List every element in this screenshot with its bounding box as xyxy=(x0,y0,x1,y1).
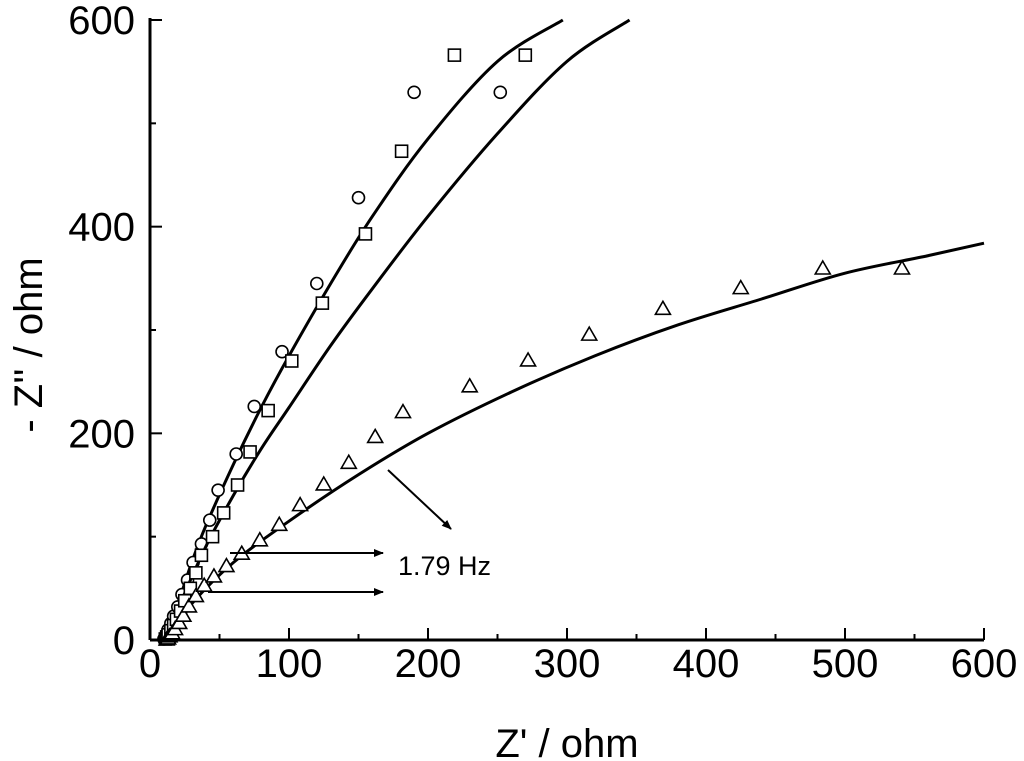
y-tick-label: 0 xyxy=(113,619,135,663)
circle-data-point xyxy=(229,447,243,461)
fit-curve-triangle xyxy=(165,241,985,641)
triangle-data-point xyxy=(519,351,537,367)
circle-data-point xyxy=(407,85,421,100)
circle-data-point xyxy=(211,483,225,497)
x-ticks: 0 100 200 300 400 500 600 xyxy=(139,628,1018,686)
frequency-annotation: 1.79 Hz xyxy=(398,551,491,581)
square-data-point xyxy=(261,403,275,418)
x-tick-label: 300 xyxy=(534,642,601,686)
circle-data-point xyxy=(309,276,324,291)
axes xyxy=(148,18,984,642)
square-data-point xyxy=(447,48,462,62)
triangle-data-point xyxy=(654,299,672,316)
square-data-point xyxy=(189,566,203,580)
y-axis-label: - Z'' / ohm xyxy=(7,257,51,432)
annotations: 1.79 Hz xyxy=(208,469,491,596)
triangle-data-point xyxy=(731,279,750,295)
square-data-point xyxy=(358,227,373,241)
triangle-data-point xyxy=(813,259,832,275)
square-data-point xyxy=(216,506,231,520)
y-tick-label: 600 xyxy=(68,0,135,43)
circle-data-point xyxy=(202,513,217,527)
y-ticks: 0 200 400 600 xyxy=(68,0,162,663)
triangle-data-point xyxy=(314,475,333,491)
y-tick-label: 200 xyxy=(68,412,135,456)
circle-data-point xyxy=(247,399,262,414)
triangle-data-point xyxy=(205,567,223,583)
fit-curve-circle xyxy=(162,18,564,641)
x-tick-label: 400 xyxy=(673,642,740,686)
triangle-data-point xyxy=(580,325,599,341)
x-axis-label: Z' / ohm xyxy=(495,722,638,761)
triangle-data-point xyxy=(250,531,269,547)
square-data-point xyxy=(284,354,299,368)
square-data-point xyxy=(243,445,257,459)
annotation-arrow-diagonal xyxy=(387,469,452,530)
square-data-point xyxy=(194,548,209,563)
triangle-data-point xyxy=(366,427,385,444)
square-data-point xyxy=(230,478,245,492)
square-data-point xyxy=(315,296,330,310)
triangle-data-point xyxy=(195,576,214,593)
x-tick-label: 0 xyxy=(139,642,161,686)
circle-data-point xyxy=(493,85,508,100)
triangle-data-point xyxy=(339,453,358,470)
circle-data-point xyxy=(351,190,366,205)
plot-area xyxy=(157,18,985,646)
triangle-data-point xyxy=(270,515,289,532)
square-data-point xyxy=(394,144,409,159)
x-tick-label: 500 xyxy=(812,642,879,686)
triangle-data-point xyxy=(460,377,479,393)
x-tick-label: 600 xyxy=(951,642,1018,686)
x-tick-label: 100 xyxy=(256,642,323,686)
triangle-data-point xyxy=(291,496,310,512)
fit-curve-square xyxy=(163,18,631,641)
square-data-point xyxy=(205,529,220,544)
triangle-data-point xyxy=(180,597,198,613)
triangle-data-point xyxy=(217,556,236,573)
square-data-point xyxy=(518,48,533,62)
triangle-data-point xyxy=(186,586,205,603)
triangle-data-point xyxy=(174,606,193,623)
triangle-data-point xyxy=(893,259,911,275)
triangle-data-point xyxy=(394,403,412,419)
x-tick-label: 200 xyxy=(395,642,462,686)
y-tick-label: 400 xyxy=(68,206,135,250)
